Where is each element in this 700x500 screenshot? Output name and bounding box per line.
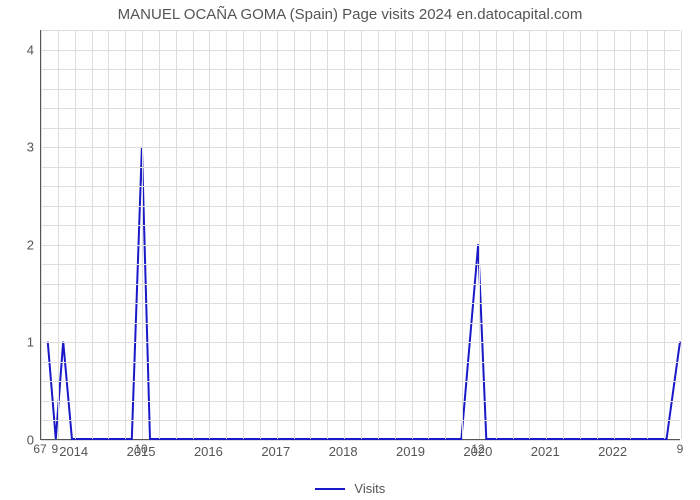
grid-line-v (142, 30, 143, 439)
x-tick-label: 2021 (531, 444, 560, 459)
data-value-label: 67 (33, 442, 46, 456)
data-value-label: 12 (471, 442, 484, 456)
grid-line-v (647, 30, 648, 439)
grid-line-v (294, 30, 295, 439)
x-tick-label: 2014 (59, 444, 88, 459)
x-tick-label: 2018 (329, 444, 358, 459)
grid-line-v (563, 30, 564, 439)
grid-line-v (159, 30, 160, 439)
grid-line-v (226, 30, 227, 439)
y-tick-label: 1 (0, 335, 34, 350)
grid-line-v (580, 30, 581, 439)
grid-line-v (597, 30, 598, 439)
grid-line-v (125, 30, 126, 439)
data-value-label: 9 (677, 442, 684, 456)
grid-line-v (75, 30, 76, 439)
grid-line-v (58, 30, 59, 439)
grid-line-v (243, 30, 244, 439)
grid-line-v (462, 30, 463, 439)
grid-line-v (546, 30, 547, 439)
y-tick-label: 0 (0, 433, 34, 448)
grid-line-v (260, 30, 261, 439)
grid-line-v (445, 30, 446, 439)
legend: Visits (0, 480, 700, 496)
chart-container: MANUEL OCAÑA GOMA (Spain) Page visits 20… (0, 0, 700, 500)
x-tick-label: 2016 (194, 444, 223, 459)
grid-line-v (378, 30, 379, 439)
grid-line-v (614, 30, 615, 439)
grid-line-v (395, 30, 396, 439)
grid-line-v (529, 30, 530, 439)
y-tick-label: 2 (0, 237, 34, 252)
data-value-label: 10 (134, 442, 147, 456)
chart-title: MANUEL OCAÑA GOMA (Spain) Page visits 20… (0, 6, 700, 23)
grid-line-v (513, 30, 514, 439)
grid-line-v (496, 30, 497, 439)
data-value-label: 9 (51, 442, 58, 456)
grid-line-v (327, 30, 328, 439)
x-tick-label: 2022 (598, 444, 627, 459)
legend-label: Visits (354, 481, 385, 496)
grid-line-v (664, 30, 665, 439)
grid-line-v (428, 30, 429, 439)
grid-line-v (108, 30, 109, 439)
grid-line-v (479, 30, 480, 439)
grid-line-v (681, 30, 682, 439)
grid-line-h (41, 440, 680, 441)
grid-line-v (41, 30, 42, 439)
y-tick-label: 4 (0, 42, 34, 57)
grid-line-v (344, 30, 345, 439)
legend-swatch (315, 488, 345, 490)
x-tick-label: 2017 (261, 444, 290, 459)
x-tick-label: 2019 (396, 444, 425, 459)
grid-line-v (193, 30, 194, 439)
grid-line-v (176, 30, 177, 439)
grid-line-v (361, 30, 362, 439)
grid-line-v (277, 30, 278, 439)
grid-line-v (412, 30, 413, 439)
grid-line-v (92, 30, 93, 439)
grid-line-v (310, 30, 311, 439)
plot-area (40, 30, 680, 440)
grid-line-v (209, 30, 210, 439)
grid-line-v (630, 30, 631, 439)
y-tick-label: 3 (0, 140, 34, 155)
